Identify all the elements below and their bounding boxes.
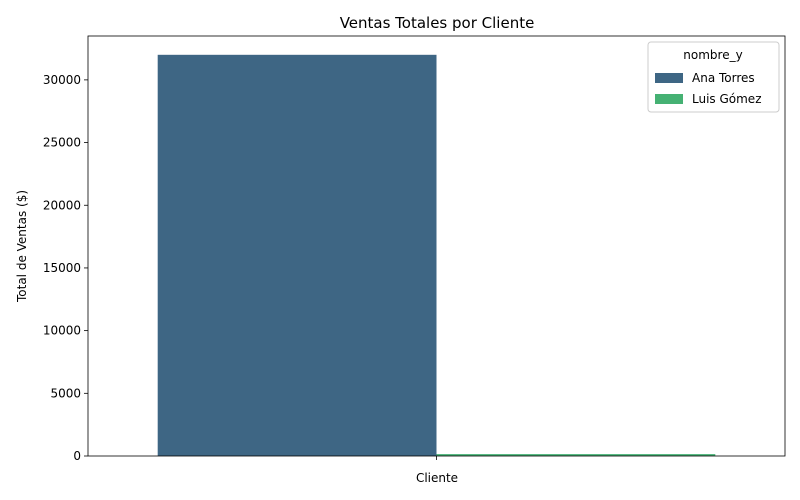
bar [157, 54, 437, 456]
legend-swatch [655, 94, 683, 104]
plot-area: 0 5000 10000 15000 20000 25000 30000 [43, 35, 786, 463]
y-tick-label: 0 [73, 449, 81, 463]
y-tick-label: 30000 [43, 73, 81, 87]
y-tick-label: 15000 [43, 261, 81, 275]
chart-title: Ventas Totales por Cliente [340, 14, 535, 32]
y-axis-label: Total de Ventas ($) [15, 190, 29, 303]
legend-label: Ana Torres [692, 71, 755, 85]
y-tick-label: 25000 [43, 136, 81, 150]
legend-title: nombre_y [683, 48, 742, 62]
legend: nombre_y Ana Torres Luis Gómez [647, 41, 780, 113]
bar [436, 454, 716, 456]
legend-swatch [655, 73, 683, 83]
y-axis-ticks: 0 5000 10000 15000 20000 25000 30000 [43, 73, 88, 463]
legend-label: Luis Gómez [692, 92, 762, 106]
x-axis-label: Cliente [416, 471, 458, 485]
y-tick-label: 10000 [43, 324, 81, 338]
y-tick-label: 5000 [50, 386, 81, 400]
legend-items: Ana Torres Luis Gómez [655, 71, 762, 106]
y-tick-label: 20000 [43, 198, 81, 212]
bars-group [157, 54, 716, 456]
